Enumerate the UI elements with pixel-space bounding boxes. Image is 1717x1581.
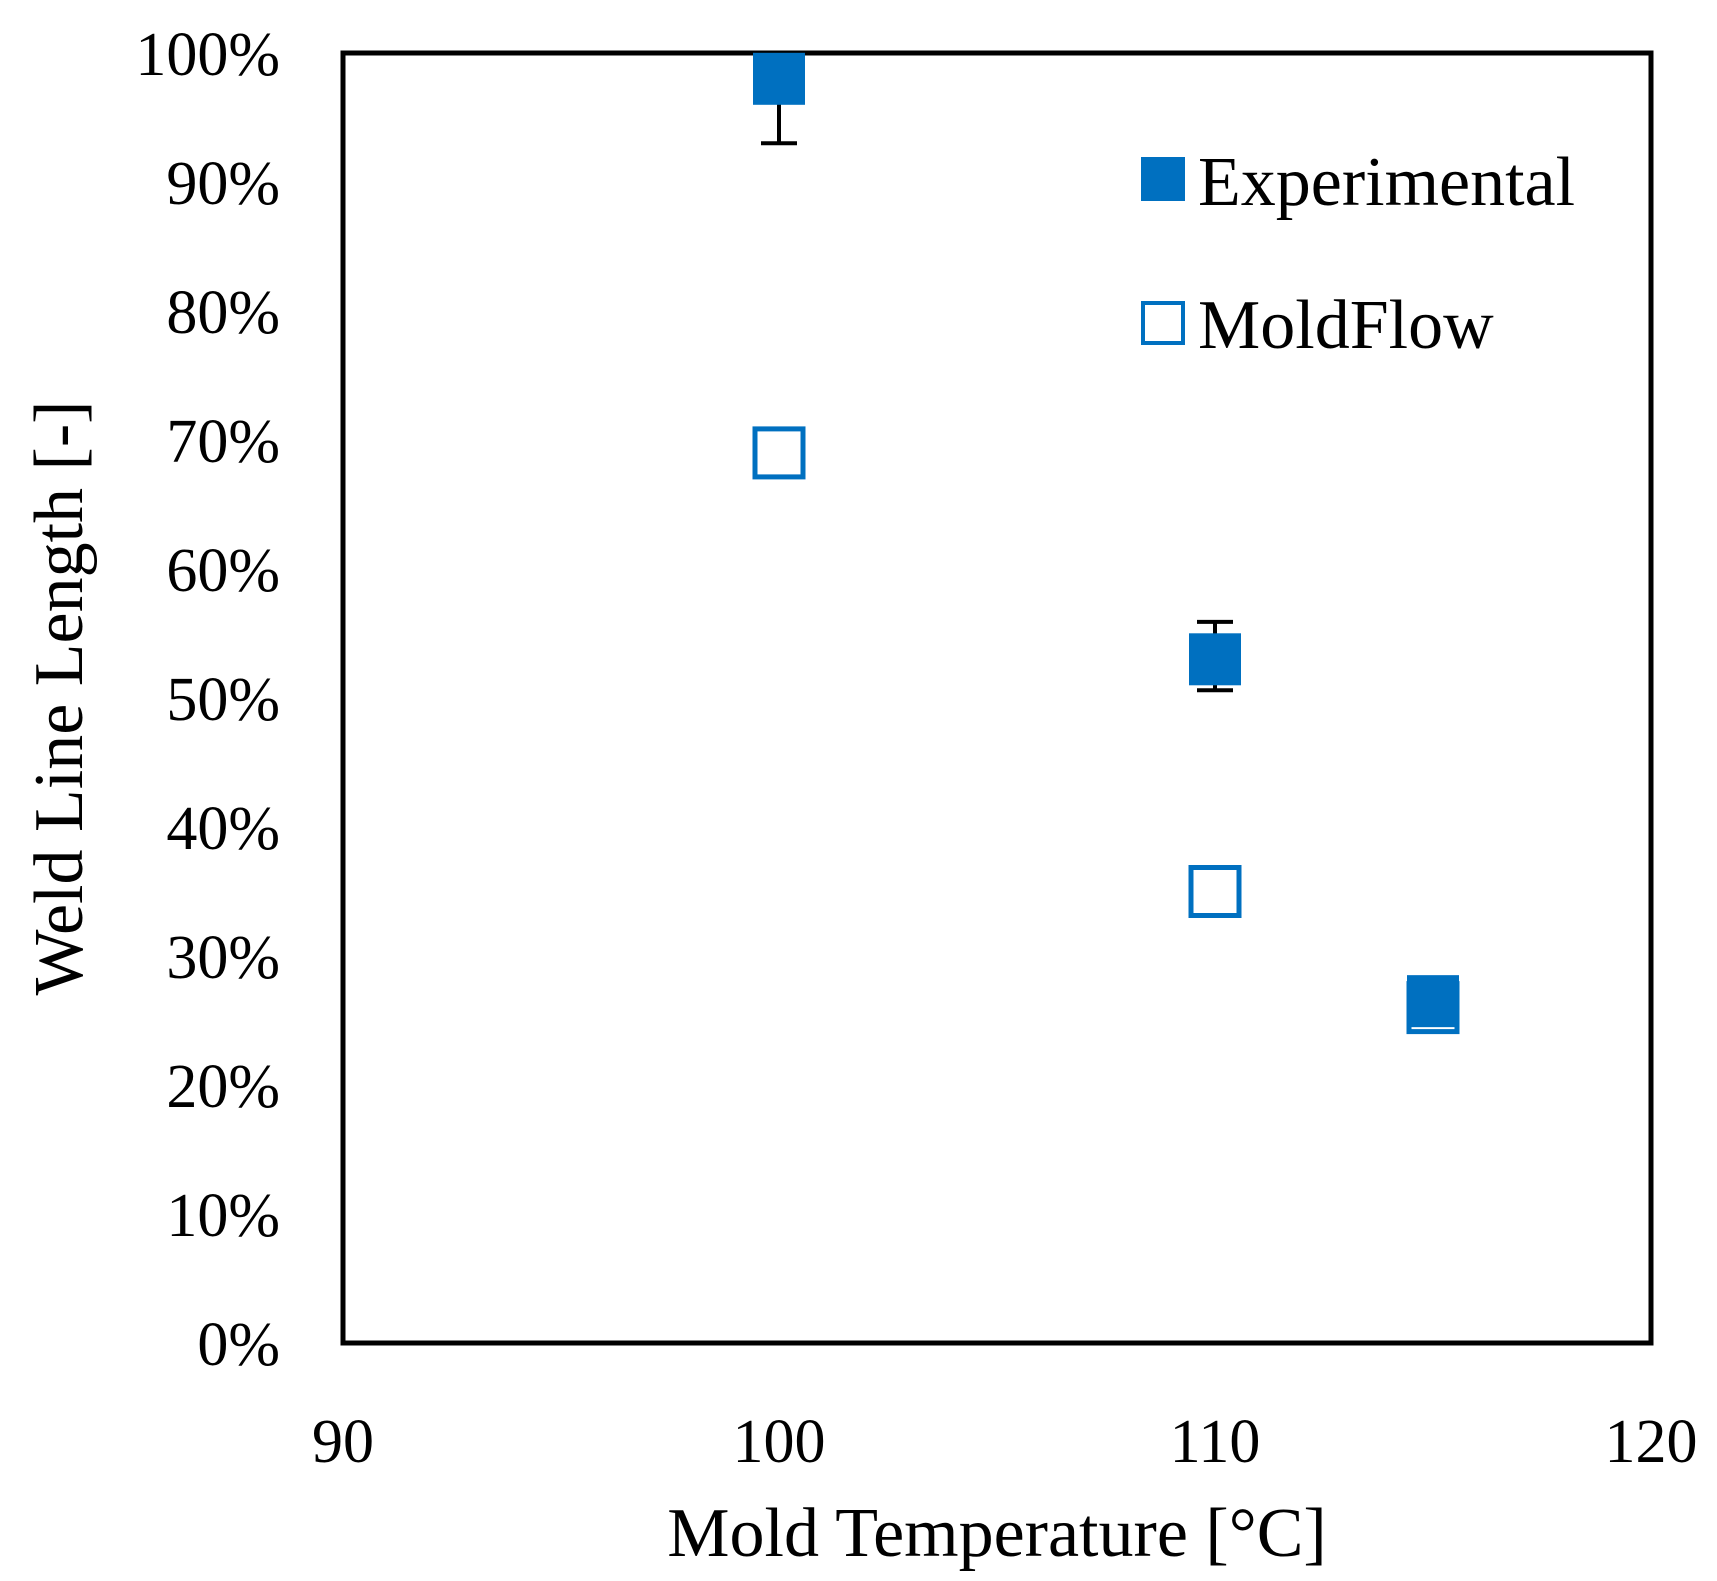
x-tick-labels: 90 100 110 120 bbox=[312, 1408, 1698, 1476]
data-points bbox=[752, 52, 1460, 1035]
y-tick-label: 90% bbox=[166, 150, 280, 218]
y-tick-label: 80% bbox=[166, 279, 280, 347]
legend-marker-moldflow bbox=[1141, 301, 1185, 345]
y-tick-labels: 0% 10% 20% 30% 40% 50% 60% 70% 80% 90% 100% bbox=[135, 21, 280, 1379]
moldflow-point bbox=[752, 426, 806, 480]
x-axis-title: Mold Temperature [°C] bbox=[667, 1495, 1326, 1572]
legend-label-moldflow: MoldFlow bbox=[1198, 287, 1494, 364]
x-tick-label: 120 bbox=[1605, 1408, 1698, 1476]
x-tick-label: 90 bbox=[312, 1408, 374, 1476]
legend: Experimental MoldFlow bbox=[1141, 144, 1575, 364]
legend-marker-experimental bbox=[1141, 157, 1185, 201]
x-tick-label: 110 bbox=[1170, 1408, 1261, 1476]
y-tick-label: 100% bbox=[135, 21, 280, 89]
y-axis-title: Weld Line Length [-] bbox=[21, 401, 98, 996]
experimental-point bbox=[1189, 633, 1241, 686]
plot-area bbox=[340, 50, 1654, 1346]
y-tick-label: 40% bbox=[166, 795, 280, 863]
y-tick-label: 60% bbox=[166, 537, 280, 605]
y-tick-label: 50% bbox=[166, 666, 280, 734]
y-tick-label: 20% bbox=[166, 1053, 280, 1121]
experimental-point bbox=[1407, 975, 1459, 1028]
x-tick-label: 100 bbox=[733, 1408, 826, 1476]
legend-label-experimental: Experimental bbox=[1198, 144, 1575, 221]
y-tick-label: 0% bbox=[197, 1311, 280, 1379]
y-tick-label: 70% bbox=[166, 408, 280, 476]
y-tick-label: 10% bbox=[166, 1182, 280, 1250]
y-tick-label: 30% bbox=[166, 924, 280, 992]
experimental-point bbox=[753, 52, 805, 105]
moldflow-point bbox=[1188, 865, 1242, 918]
